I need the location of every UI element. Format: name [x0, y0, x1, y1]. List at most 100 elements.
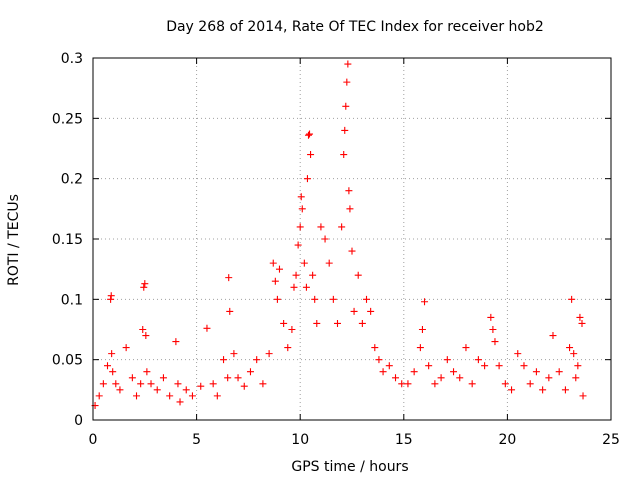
data-point	[416, 344, 424, 352]
x-tick-label: 20	[498, 432, 516, 448]
data-point	[568, 295, 576, 303]
data-point	[112, 380, 120, 388]
data-point	[456, 374, 464, 382]
data-point	[153, 386, 161, 394]
data-point	[526, 380, 534, 388]
y-tick-label: 0.05	[52, 353, 83, 369]
data-point	[572, 374, 580, 382]
data-point	[514, 350, 522, 358]
data-point	[265, 350, 273, 358]
data-point	[253, 356, 261, 364]
data-point	[410, 368, 418, 376]
data-point	[346, 205, 354, 213]
data-point	[234, 374, 242, 382]
data-point	[213, 392, 221, 400]
data-point	[182, 386, 190, 394]
data-point	[176, 398, 184, 406]
data-point	[141, 280, 149, 288]
data-point	[259, 380, 267, 388]
data-point	[109, 368, 117, 376]
data-point	[224, 374, 232, 382]
data-point	[570, 350, 578, 358]
data-point	[273, 295, 281, 303]
y-tick-label: 0.15	[52, 232, 83, 248]
data-point	[128, 374, 136, 382]
y-tick-label: 0	[74, 413, 83, 429]
data-point	[302, 283, 310, 291]
data-point	[99, 380, 107, 388]
data-point	[188, 392, 196, 400]
data-point	[300, 259, 308, 267]
data-point	[159, 374, 167, 382]
data-point	[292, 271, 300, 279]
data-point	[140, 283, 148, 291]
data-point	[280, 319, 288, 327]
data-point	[371, 344, 379, 352]
data-point	[317, 223, 325, 231]
data-point	[290, 283, 298, 291]
data-point	[501, 380, 509, 388]
data-point	[450, 368, 458, 376]
data-point	[309, 271, 317, 279]
data-point	[139, 326, 147, 333]
data-point	[284, 344, 292, 352]
data-point	[549, 332, 557, 340]
data-point	[379, 368, 387, 376]
y-axis-label: ROTI / TECUs	[6, 194, 22, 286]
data-point	[174, 380, 182, 388]
data-point	[545, 374, 553, 382]
data-point	[579, 392, 587, 400]
data-point	[306, 130, 314, 138]
data-point	[240, 382, 248, 390]
data-point	[133, 392, 141, 400]
data-point	[297, 193, 305, 201]
data-point	[296, 223, 304, 231]
data-point	[95, 392, 103, 400]
chart-title: Day 268 of 2014, Rate Of TEC Index for r…	[166, 19, 544, 35]
data-point	[561, 386, 569, 394]
data-point	[489, 326, 497, 333]
data-point	[539, 386, 547, 394]
data-point	[566, 344, 574, 352]
y-tick-label: 0.2	[61, 172, 83, 188]
x-tick-label: 5	[192, 432, 201, 448]
data-point	[348, 247, 356, 255]
data-point	[197, 382, 205, 390]
data-point	[520, 362, 528, 370]
data-point	[578, 319, 586, 327]
data-point	[345, 187, 353, 195]
data-point	[307, 151, 315, 159]
data-point	[143, 368, 151, 376]
data-point	[246, 368, 254, 376]
data-point	[574, 362, 582, 370]
data-point	[437, 374, 445, 382]
data-point	[354, 271, 362, 279]
data-point	[329, 295, 337, 303]
data-point	[203, 324, 211, 332]
x-tick-label: 0	[89, 432, 98, 448]
data-point	[392, 374, 400, 382]
data-point	[288, 326, 296, 333]
data-point	[137, 380, 145, 388]
data-point	[271, 277, 279, 285]
data-point	[468, 380, 476, 388]
data-point	[275, 265, 283, 273]
data-points	[91, 60, 587, 410]
data-point	[107, 295, 115, 303]
x-tick-label: 25	[602, 432, 620, 448]
y-tick-label: 0.25	[52, 111, 83, 127]
data-point	[398, 380, 406, 388]
data-point	[341, 126, 349, 134]
data-point	[425, 362, 433, 370]
axis-ticks: 0 5 10 15 20 25 0 0.05 0.1 0.15 0.2 0.25 0.3	[52, 51, 620, 448]
data-point	[220, 356, 228, 364]
data-point	[344, 60, 352, 68]
data-point	[230, 350, 238, 358]
data-point	[487, 313, 495, 321]
data-point	[108, 350, 116, 358]
data-point	[147, 380, 155, 388]
data-point	[209, 380, 217, 388]
data-point	[269, 259, 277, 267]
data-point	[116, 386, 124, 394]
data-point	[358, 319, 366, 327]
